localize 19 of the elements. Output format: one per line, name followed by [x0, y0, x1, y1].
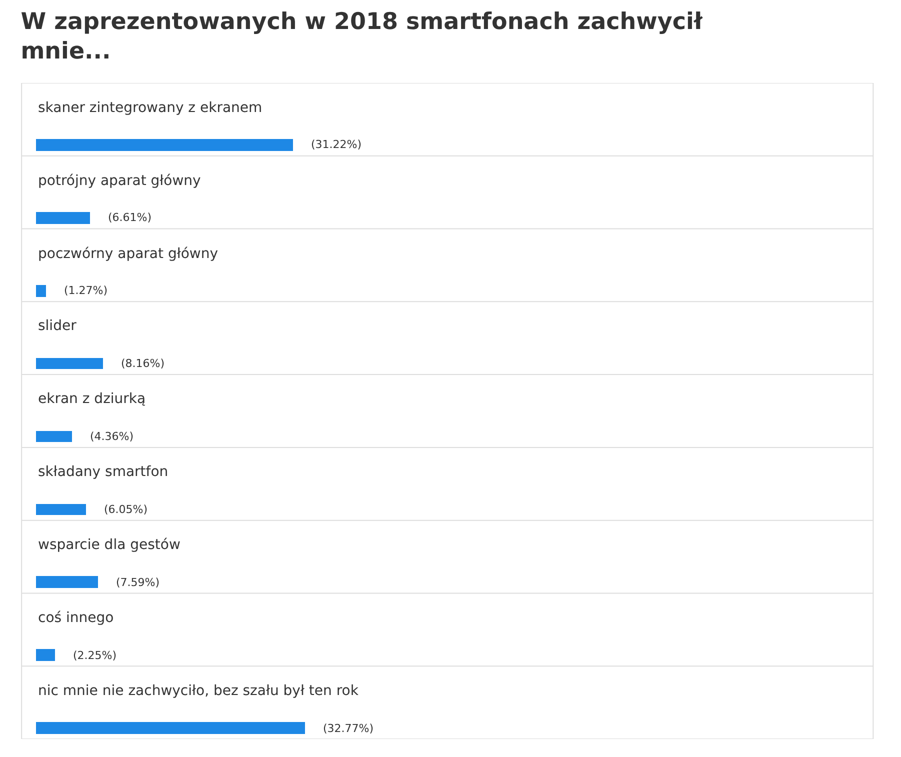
y-tick-label: slider — [38, 318, 77, 334]
y-tick-label: potrójny aparat główny — [38, 173, 201, 189]
data-label: (4.36%) — [90, 430, 134, 443]
text: W zaprezentowanych w 2018 smartfonach zachwycił mnie... — [20, 8, 703, 65]
data-label: (1.27%) — [64, 284, 108, 297]
y-tick-label: składany smartfon — [38, 464, 168, 480]
data-label: (6.61%) — [108, 211, 152, 224]
data-label: (7.59%) — [116, 576, 160, 589]
y-tick-label: skaner zintegrowany z ekranem — [38, 100, 262, 116]
y-tick-label: nic mnie nie zachwyciło, bez szału był ten rok — [38, 683, 360, 699]
data-label: (2.25%) — [73, 649, 117, 662]
y-tick-label: poczwórny aparat główny — [38, 246, 218, 262]
data-label: (32.77%) — [323, 722, 374, 735]
data-label: (8.16%) — [121, 357, 165, 370]
y-tick-label: ekran z dziurką — [38, 391, 146, 407]
y-tick-label: coś innego — [38, 610, 114, 626]
data-label: (31.22%) — [311, 138, 362, 151]
data-label: (6.05%) — [104, 503, 148, 516]
y-tick-label: wsparcie dla gestów — [38, 537, 180, 553]
